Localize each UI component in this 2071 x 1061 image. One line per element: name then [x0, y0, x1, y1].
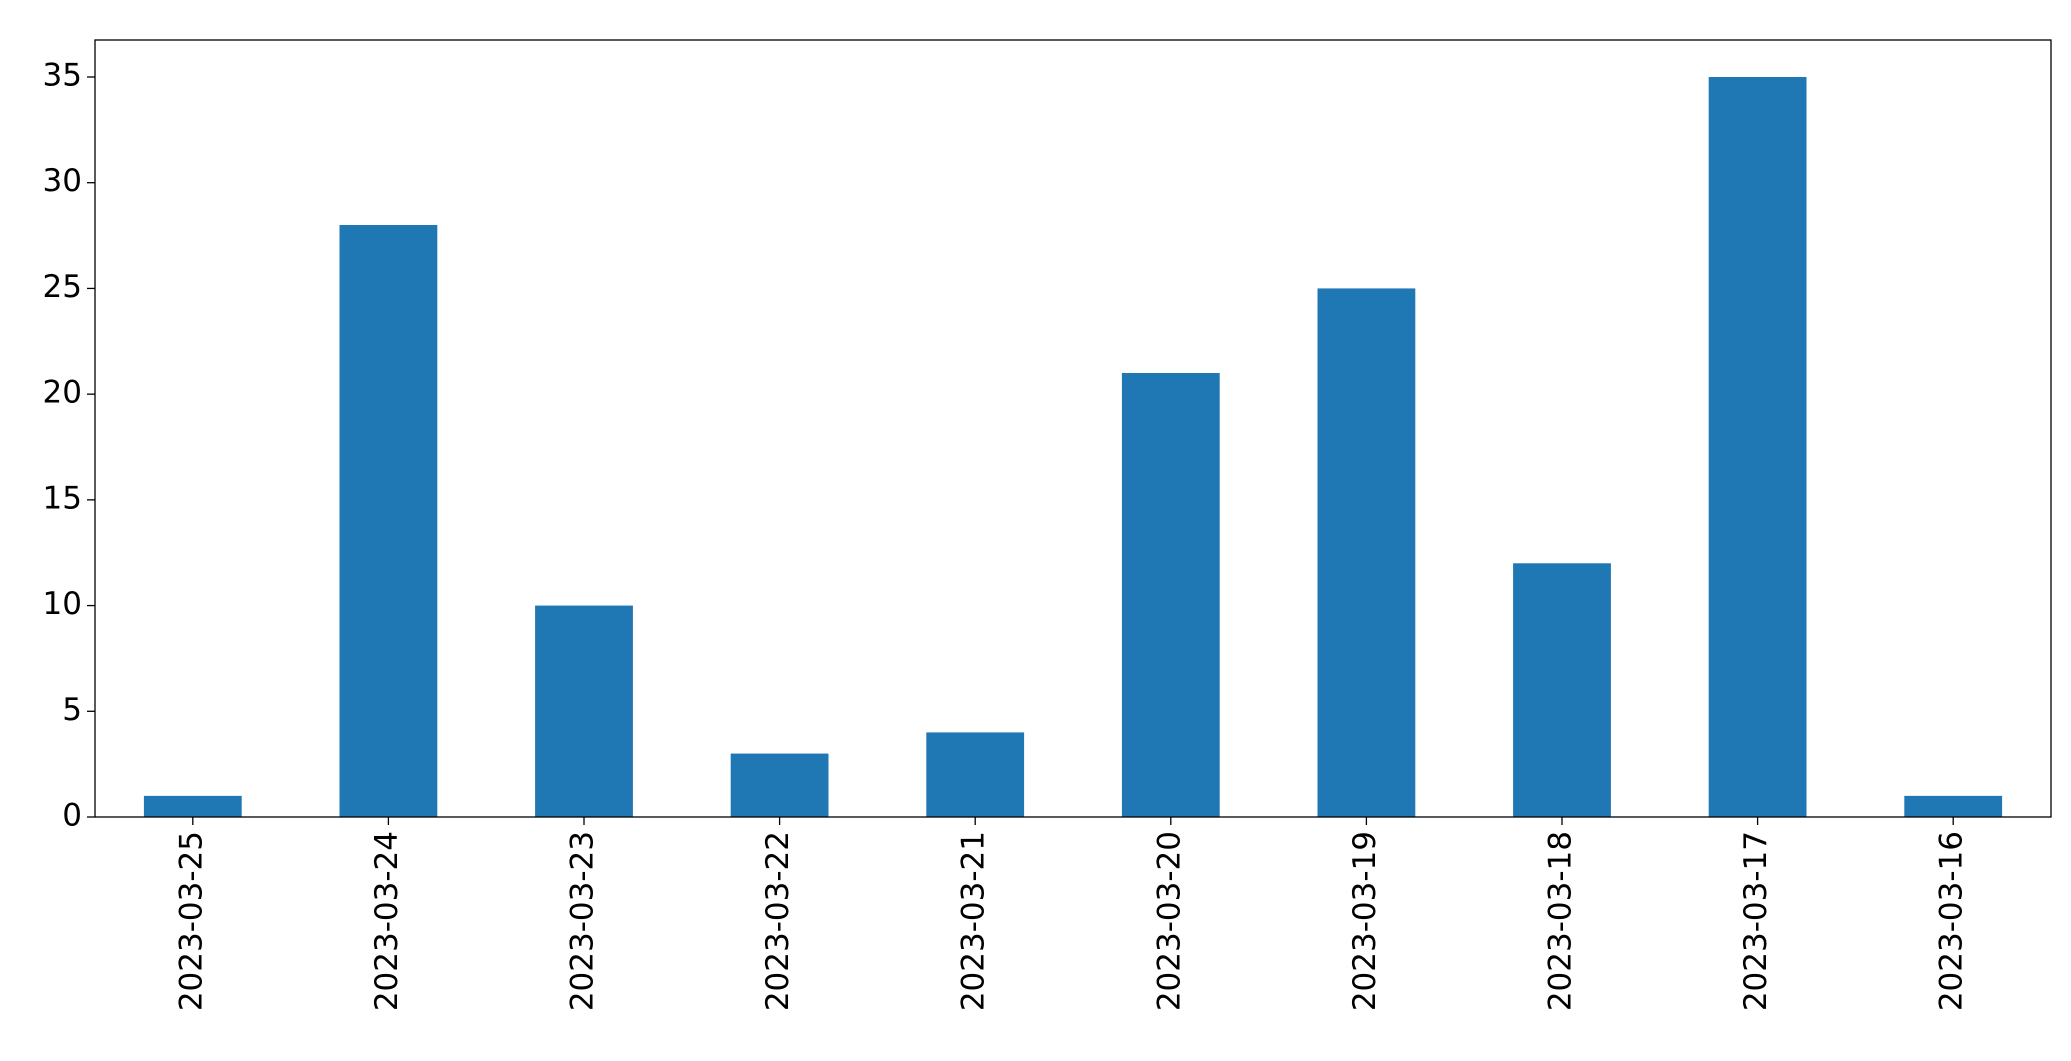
bar: [926, 732, 1025, 817]
x-tick-label: 2023-03-23: [565, 831, 601, 1011]
y-tick-label: 35: [43, 58, 82, 94]
x-tick-label: 2023-03-24: [369, 831, 405, 1011]
x-tick-label: 2023-03-22: [760, 831, 796, 1011]
y-tick-label: 15: [43, 480, 82, 516]
x-tick-label: 2023-03-18: [1543, 831, 1579, 1011]
bar: [1317, 288, 1416, 817]
bar: [1513, 563, 1611, 817]
bar: [730, 753, 829, 817]
x-tick-label: 2023-03-16: [1934, 831, 1970, 1011]
bar: [1708, 77, 1807, 817]
x-tick-label: 2023-03-19: [1347, 831, 1383, 1011]
y-tick-label: 10: [43, 586, 82, 622]
y-tick-label: 0: [62, 798, 82, 834]
y-tick-label: 5: [62, 692, 82, 728]
bar: [1121, 373, 1220, 817]
bar: [1904, 795, 2003, 817]
y-tick-label: 30: [43, 163, 82, 199]
bar: [535, 605, 633, 817]
x-tick-label: 2023-03-17: [1738, 831, 1774, 1011]
bar: [339, 225, 438, 817]
x-tick-label: 2023-03-25: [173, 831, 209, 1011]
plot-frame: [94, 39, 2052, 818]
y-tick-label: 20: [43, 375, 82, 411]
bar: [143, 795, 242, 817]
x-tick-label: 2023-03-20: [1151, 831, 1187, 1011]
x-tick-label: 2023-03-21: [956, 831, 992, 1011]
y-tick-label: 25: [43, 269, 82, 305]
